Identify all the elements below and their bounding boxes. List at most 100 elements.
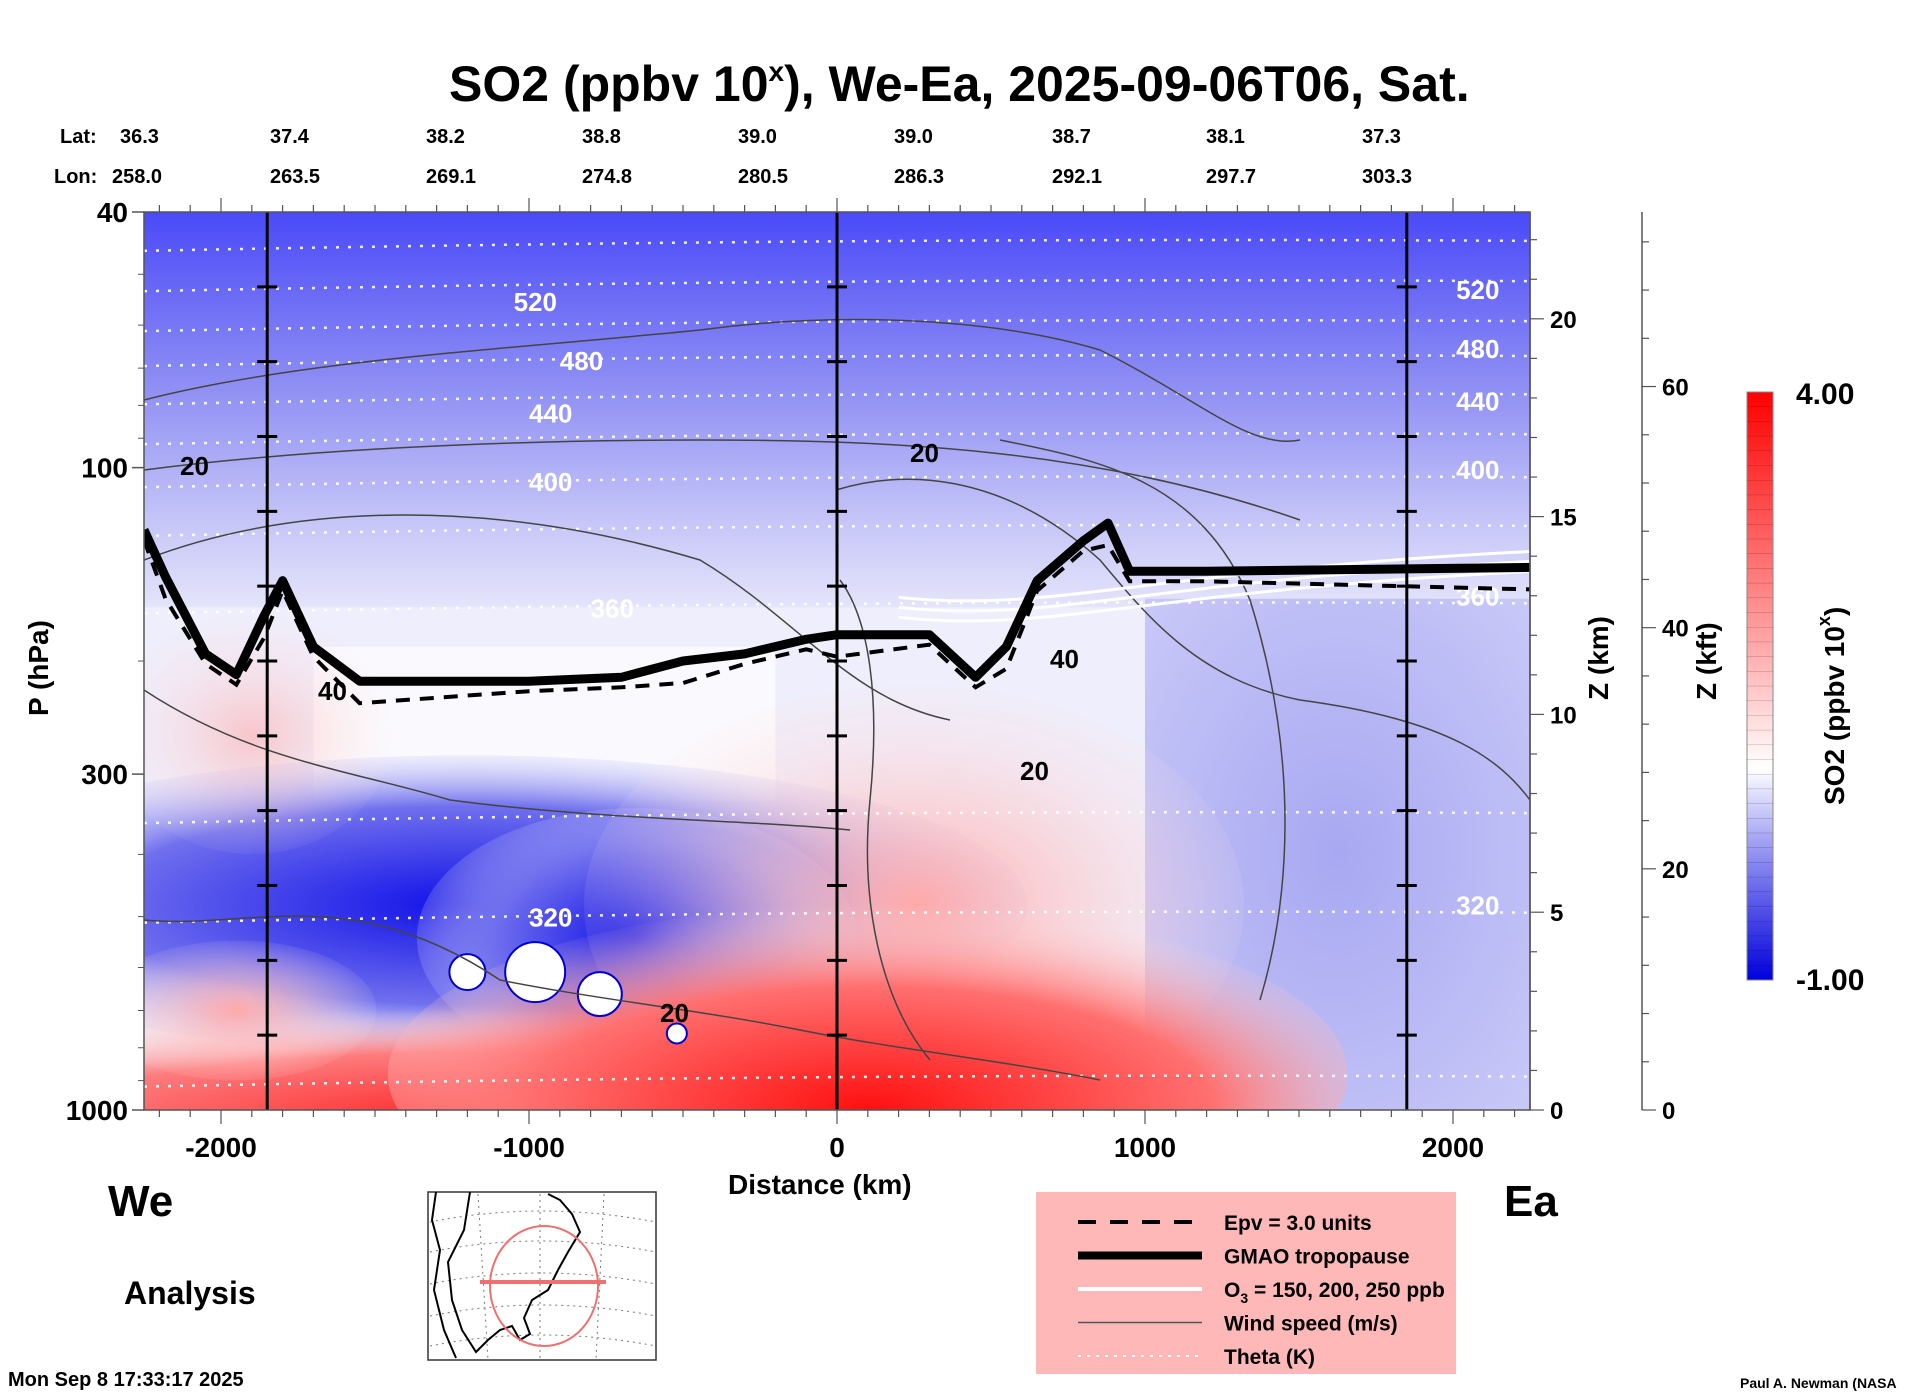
theta-label: 360 <box>591 593 634 623</box>
legend-item: Theta (K) <box>1078 1346 1315 1369</box>
theta-contour <box>144 353 1530 368</box>
legend-label: Wind speed (m/s) <box>1224 1313 1398 1336</box>
lon-value: 297.7 <box>1206 166 1256 188</box>
so2-saturated-hole <box>448 953 487 992</box>
theta-contour <box>144 910 1530 924</box>
theta-label: 400 <box>529 467 572 497</box>
lon-value: 286.3 <box>894 166 944 188</box>
lat-value: 38.7 <box>1052 126 1091 148</box>
theta-label-east: 400 <box>1456 455 1499 485</box>
so2-saturated-hole <box>504 941 567 1004</box>
inset-frame <box>427 1191 657 1361</box>
colorbar-min-label: -1.00 <box>1796 964 1864 997</box>
x-tick-label: 1000 <box>1114 1132 1176 1163</box>
ozone-contour <box>898 549 1530 603</box>
colorbar-title: SO2 (ppbv 10x) <box>1814 607 1850 805</box>
lon-value: 263.5 <box>270 166 320 188</box>
wind-speed-contour <box>835 478 1530 801</box>
z-km-tick-label: 15 <box>1550 505 1577 532</box>
x-axis-title: Distance (km) <box>728 1169 912 1200</box>
colorbar-max-label: 4.00 <box>1796 378 1854 411</box>
lon-label: Lon: <box>54 166 97 188</box>
theta-label-east: 480 <box>1456 334 1499 364</box>
lat-value: 39.0 <box>738 126 777 148</box>
lat-value: 39.0 <box>894 126 933 148</box>
theta-label: 480 <box>560 346 603 376</box>
colorbar-ramp <box>1746 391 1774 981</box>
theta-contour <box>144 523 1530 538</box>
lat-value: 38.2 <box>426 126 465 148</box>
colorbar-level-lines <box>1747 406 1773 966</box>
x-tick-label: 2000 <box>1422 1132 1484 1163</box>
z-km-axis-title: Z (km) <box>1583 616 1614 700</box>
legend: Epv = 3.0 units GMAO tropopause O3 = 150, … <box>1036 1192 1456 1374</box>
z-km-tick-label: 10 <box>1550 702 1577 729</box>
epv-contour <box>144 539 1530 706</box>
x-tick-label: -2000 <box>185 1132 257 1163</box>
analysis-label: Analysis <box>124 1275 256 1311</box>
x-tick-label: 0 <box>829 1132 845 1163</box>
lat-lon-header: Lat: Lon: 36.3 37.4 38.2 38.8 39.0 39.0 38.7 38… <box>54 126 1412 188</box>
theta-contour <box>144 475 1530 489</box>
so2-region-surface-red-center <box>387 904 1348 1110</box>
chart-title: SO2 (ppbv 10x), We-Ea, 2025-09-06T06, Sa… <box>449 56 1470 112</box>
theta-contour <box>144 238 1530 253</box>
so2-region-west-pink-low <box>144 940 377 1081</box>
x-tick-label: -1000 <box>493 1132 565 1163</box>
wind-speed-contour <box>144 514 951 721</box>
theta-contour <box>144 432 1530 446</box>
legend-label: Epv = 3.0 units <box>1224 1212 1372 1235</box>
lat-label: Lat: <box>60 126 97 148</box>
wind-speed-label: 20 <box>1020 756 1049 786</box>
inset-coastline <box>446 1191 582 1354</box>
wind-speed-label: 20 <box>180 451 209 481</box>
credit: Paul A. Newman (NASA <box>1740 1375 1897 1391</box>
legend-box <box>1036 1192 1456 1374</box>
lat-value: 37.4 <box>270 126 310 148</box>
theta-label: 320 <box>529 903 572 933</box>
lat-value: 38.1 <box>1206 126 1245 148</box>
inset-locator-map <box>427 1191 657 1361</box>
lon-value: 280.5 <box>738 166 788 188</box>
wind-speed-label: 40 <box>1050 644 1079 674</box>
wind-speed-label: 20 <box>910 438 939 468</box>
theta-contour <box>144 279 1530 293</box>
legend-label: GMAO tropopause <box>1224 1246 1410 1269</box>
y-axis-title: P (hPa) <box>23 620 54 716</box>
wind-speed-label: 20 <box>660 998 689 1028</box>
wind-speed-contour <box>144 689 851 831</box>
z-kft-tick-label: 20 <box>1662 857 1689 884</box>
theta-contour <box>144 392 1530 406</box>
east-label: Ea <box>1504 1177 1558 1226</box>
lon-value: 303.3 <box>1362 166 1412 188</box>
legend-item: O3 = 150, 200, 250 ppb <box>1078 1279 1445 1306</box>
legend-item: Epv = 3.0 units <box>1078 1212 1372 1235</box>
theta-label-east: 320 <box>1456 891 1499 921</box>
so2-saturated-hole <box>576 971 623 1018</box>
axes: 40 100 300 1000 -2000 -1000 0 1000 2000 0 5 10 15 20 0… <box>66 197 1689 1163</box>
lon-value: 258.0 <box>112 166 162 188</box>
wind-speed-contour <box>999 439 1286 1001</box>
legend-item: GMAO tropopause <box>1078 1246 1410 1269</box>
legend-item: Wind speed (m/s) <box>1078 1313 1398 1336</box>
ozone-contour <box>898 569 1530 623</box>
pressure-tick-label: 100 <box>81 453 128 484</box>
lon-value: 274.8 <box>582 166 632 188</box>
lon-value: 269.1 <box>426 166 476 188</box>
inset-graticule <box>429 1193 657 1361</box>
theta-label-east: 520 <box>1456 275 1499 305</box>
lon-value: 292.1 <box>1052 166 1102 188</box>
wind-speed-contour <box>144 439 1301 521</box>
z-km-tick-label: 5 <box>1550 900 1563 927</box>
z-km-tick-label: 20 <box>1550 307 1577 334</box>
theta-contour <box>144 810 1530 825</box>
theta-label: 520 <box>514 287 557 317</box>
theta-label: 440 <box>529 398 572 428</box>
pressure-tick-label: 40 <box>97 197 128 228</box>
inset-coastline-west <box>430 1191 457 1359</box>
theta-contour <box>144 1074 1530 1088</box>
wind-speed-label: 40 <box>318 676 347 706</box>
z-kft-tick-label: 60 <box>1662 375 1689 402</box>
